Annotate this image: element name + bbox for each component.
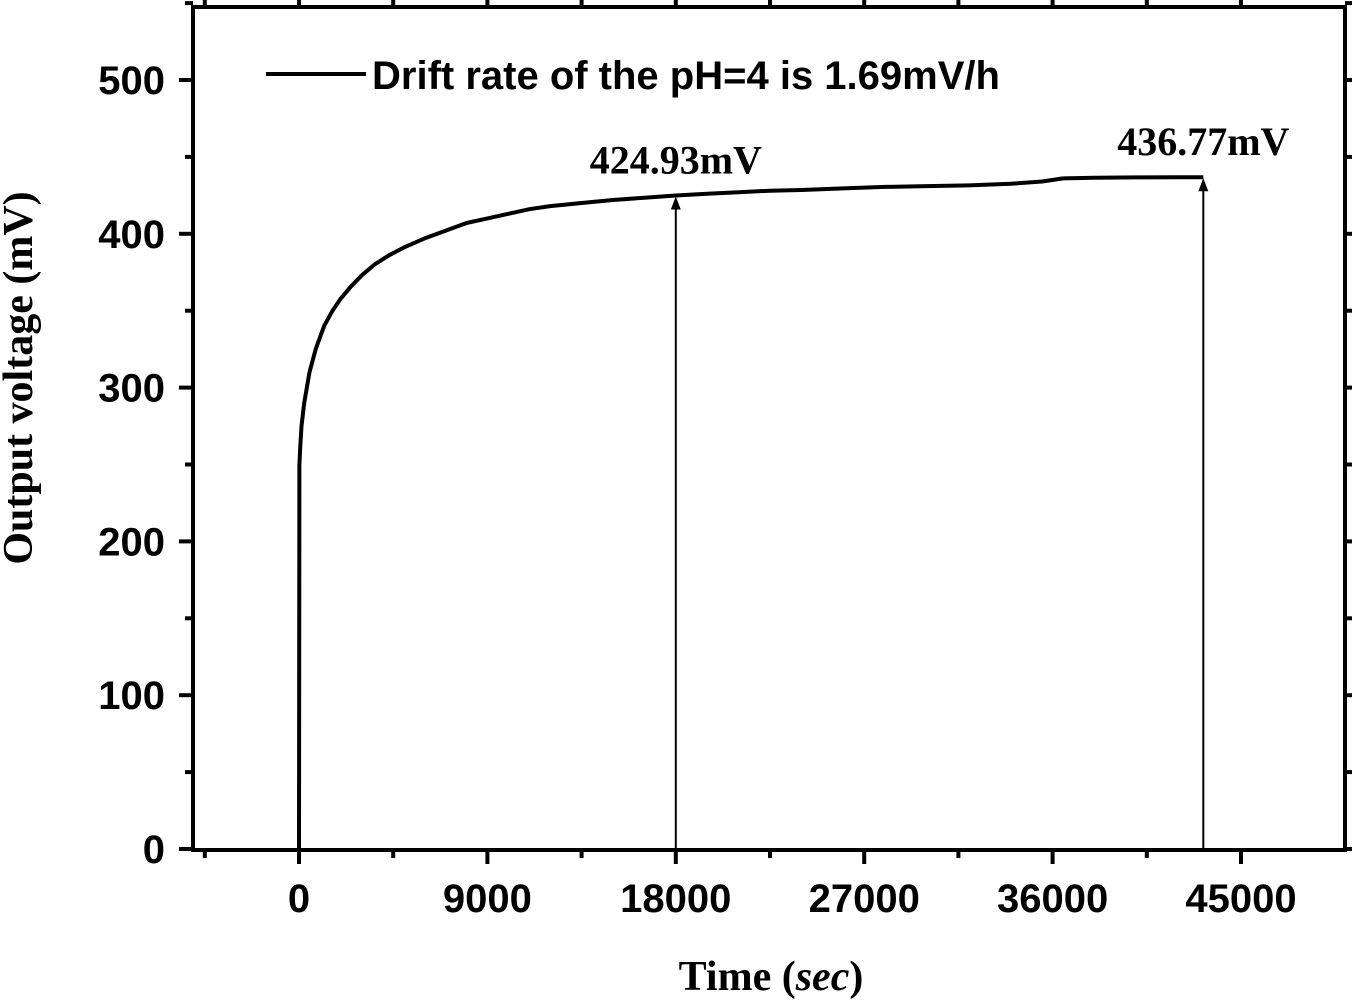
y-tick-label: 100 bbox=[98, 674, 165, 718]
x-tick-label: 36000 bbox=[997, 877, 1108, 921]
x-axis-ticks: 0 9000 18000 27000 36000 45000 bbox=[202, 0, 1297, 921]
x-axis-label-unit: sec bbox=[795, 954, 850, 1000]
y-axis-label: Output voltage (mV) bbox=[0, 191, 42, 564]
y-tick-label: 300 bbox=[98, 367, 165, 411]
x-axis-label-main: Time ( bbox=[679, 954, 796, 1000]
annotation-label: 436.77mV bbox=[1117, 119, 1289, 164]
x-tick-label: 9000 bbox=[443, 877, 532, 921]
annotation-label: 424.93mV bbox=[590, 137, 762, 182]
x-tick-label: 0 bbox=[288, 877, 310, 921]
y-tick-label: 0 bbox=[143, 828, 165, 872]
x-tick-label: 45000 bbox=[1185, 877, 1296, 921]
y-tick-label: 400 bbox=[98, 213, 165, 257]
y-axis-ticks: 0 100 200 300 400 500 bbox=[98, 1, 1352, 872]
annotation-arrow-head bbox=[670, 196, 681, 210]
x-tick-label: 18000 bbox=[620, 877, 731, 921]
legend: Drift rate of the pH=4 is 1.69mV/h bbox=[196, 44, 1076, 108]
x-axis-label: Time (sec) bbox=[679, 954, 864, 1000]
x-axis-label-end: ) bbox=[849, 954, 863, 1000]
series-line bbox=[297, 175, 1204, 850]
annotation-arrow-head bbox=[1198, 178, 1209, 192]
legend-label: Drift rate of the pH=4 is 1.69mV/h bbox=[372, 54, 1000, 98]
x-tick-label: 27000 bbox=[809, 877, 920, 921]
y-tick-label: 200 bbox=[98, 520, 165, 564]
y-tick-label: 500 bbox=[98, 59, 165, 103]
annotations: 424.93mV 436.77mV bbox=[590, 119, 1290, 849]
